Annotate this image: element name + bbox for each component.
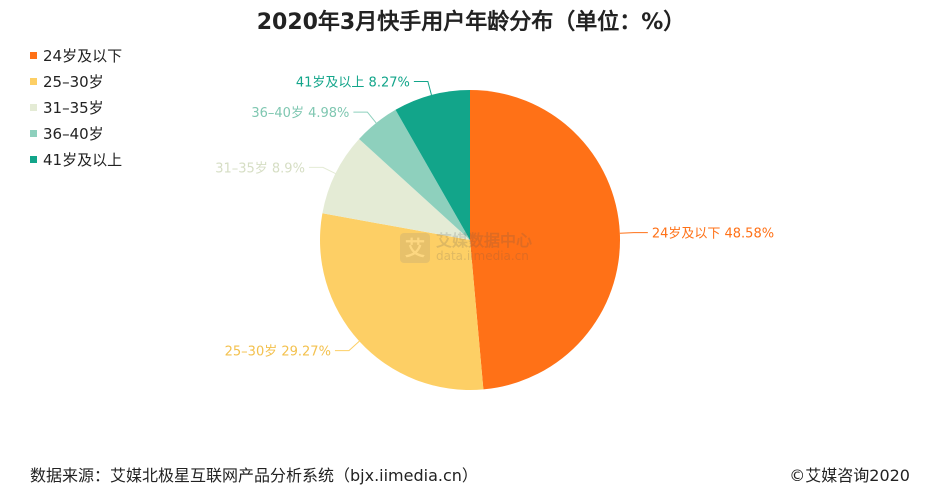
pie-slice [470, 90, 620, 390]
data-label: 36–40岁 4.98% [251, 106, 349, 121]
leader-line [413, 81, 432, 96]
data-source: 数据来源：艾媒北极星互联网产品分析系统（bjx.iimedia.cn） [30, 466, 478, 485]
watermark-url: data.iimedia.cn [436, 249, 529, 263]
watermark: 艾 艾媒数据中心 data.iimedia.cn [400, 233, 532, 263]
data-label: 24岁及以下 48.58% [652, 227, 774, 242]
data-label: 31–35岁 8.9% [215, 161, 305, 176]
legend-label: 24岁及以下 [43, 46, 123, 65]
legend-item: 36–40岁 [30, 120, 122, 146]
legend-label: 31–35岁 [43, 98, 104, 117]
leader-line [334, 340, 360, 352]
legend-label: 41岁及以上 [43, 150, 123, 169]
legend-label: 36–40岁 [43, 124, 104, 143]
legend-item: 41岁及以上 [30, 146, 122, 172]
pie-slice [322, 139, 470, 240]
leader-line [619, 232, 648, 234]
legend-label: 25–30岁 [43, 72, 104, 91]
chart-title: 2020年3月快手用户年龄分布（单位：%） [256, 10, 686, 35]
legend-swatch [30, 103, 37, 111]
pie-slice [359, 109, 470, 240]
legend: 24岁及以下 25–30岁 31–35岁 36–40岁 41岁及以上 [30, 42, 122, 172]
watermark-text: 艾媒数据中心 [436, 231, 533, 250]
leader-line [308, 166, 336, 175]
legend-swatch [30, 77, 37, 85]
legend-swatch [30, 155, 37, 163]
legend-swatch [30, 129, 37, 137]
pie-slice [320, 213, 484, 390]
data-label: 25–30岁 29.27% [225, 345, 331, 360]
legend-item: 25–30岁 [30, 68, 122, 94]
legend-swatch [30, 51, 37, 59]
leader-line [353, 111, 377, 124]
watermark-logo-icon: 艾 [400, 233, 430, 263]
legend-item: 24岁及以下 [30, 42, 122, 68]
pie-slice [395, 90, 470, 240]
legend-item: 31–35岁 [30, 94, 122, 120]
copyright: ©艾媒咨询2020 [789, 466, 910, 485]
data-label: 41岁及以上 8.27% [296, 76, 410, 91]
